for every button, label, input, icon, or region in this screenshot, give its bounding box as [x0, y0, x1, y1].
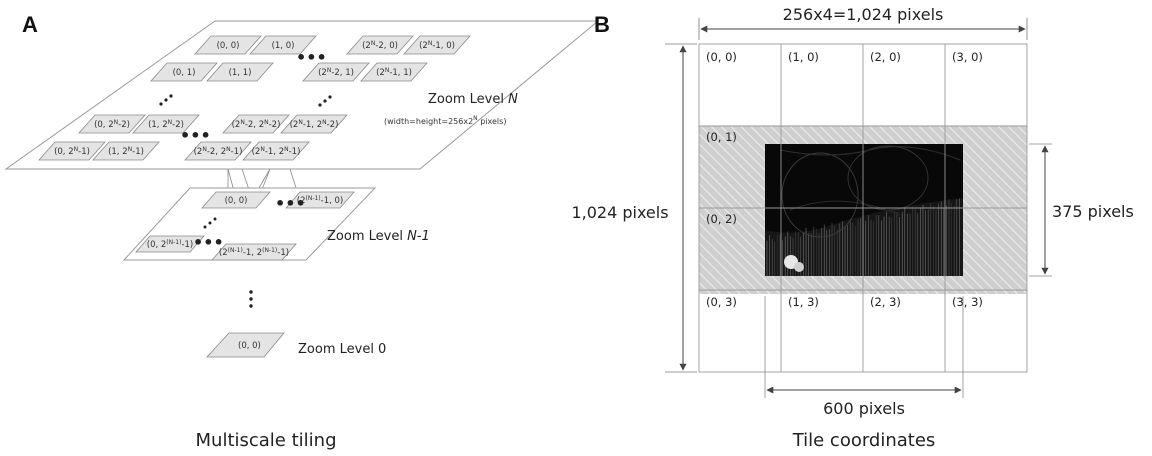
level-n-tile	[92, 141, 160, 161]
image-width-dimension: 600 pixels	[764, 296, 964, 418]
level-n-sublabel: (width=height=256x2N pixels)	[384, 115, 506, 126]
ellipsis-n1-bottom: •••	[193, 233, 224, 252]
level-n-tile	[194, 35, 262, 55]
level-n-tile	[150, 62, 218, 82]
level-n-1-tile-label: (2(N-1)-1, 0)	[297, 195, 344, 206]
level-n-tile	[249, 35, 317, 55]
level-n-1-tile	[135, 235, 205, 253]
panel-a-caption: Multiscale tiling	[196, 430, 337, 451]
coord-label: (1, 3)	[788, 295, 819, 309]
level-n-tile-label: (1, 1)	[229, 68, 252, 78]
zoom-level-0: (0, 0) Zoom Level 0	[206, 332, 386, 358]
level-n-tile-label: (2N-2, 2N-1)	[194, 146, 243, 157]
level-n-tile	[360, 62, 428, 82]
level-n-tile	[184, 141, 252, 161]
level-0-tile	[206, 332, 285, 358]
level-n-tile-label: (0, 2N-1)	[54, 146, 90, 157]
level-n-1-tile-label: (2(N-1)-1, 2(N-1)-1)	[219, 247, 289, 258]
level-n-tile	[346, 35, 414, 55]
level-n-tile-label: (1, 0)	[272, 41, 295, 51]
coord-label: (3, 3)	[952, 295, 983, 309]
coord-label: (0, 1)	[706, 130, 737, 144]
width-dimension: 256x4=1,024 pixels	[698, 5, 1028, 40]
tile-grid	[698, 43, 1028, 373]
coord-label: (1, 0)	[788, 50, 819, 64]
level-n-tile-label: (2N-1, 2N-2)	[290, 119, 339, 130]
tile-coordinates: (0, 0) (1, 0) (2, 0) (3, 0) (0, 1) (0, 2…	[706, 50, 983, 309]
microscopy-image	[765, 144, 963, 276]
coord-label: (0, 2)	[706, 212, 737, 226]
level-n-tile-label: (2N-2, 0)	[362, 40, 398, 51]
coord-label: (2, 0)	[870, 50, 901, 64]
level-n-1-label: Zoom Level N-1	[327, 229, 430, 244]
level-n-tile	[206, 62, 274, 82]
level-n-tile	[242, 141, 310, 161]
ellipsis-vertical	[249, 290, 253, 308]
level-n-tile-label: (2N-2, 2N-2)	[232, 119, 281, 130]
panel-a-letter: A	[22, 12, 38, 37]
level-n-tile	[78, 114, 146, 134]
level-n-tile	[280, 114, 348, 134]
level-n-tile-label: (1, 2N-2)	[148, 119, 184, 130]
level-n-tile	[38, 141, 106, 161]
level-n-1-tiles: (0, 0) (2(N-1)-1, 0) (0, 2(N-1)-1) (2(N-1)-…	[135, 191, 355, 261]
level-n-tile-label: (1, 2N-1)	[108, 146, 144, 157]
level-n-tile	[403, 35, 471, 55]
ellipsis-diag-left	[159, 94, 173, 106]
panel-b-caption: Tile coordinates	[792, 430, 936, 451]
level-n-1-tile	[285, 191, 355, 209]
level-n-1-tile	[201, 191, 271, 209]
level-0-tile-label: (0, 0)	[238, 341, 261, 351]
zoom-level-n-1: (0, 0) (2(N-1)-1, 0) (0, 2(N-1)-1) (2(N-1)-…	[122, 187, 430, 261]
level-n-tile	[302, 62, 370, 82]
image-height-dimension: 375 pixels	[1029, 143, 1134, 277]
level-0-label: Zoom Level 0	[298, 342, 386, 357]
level-n-tile-label: (2N-1, 2N-1)	[252, 146, 301, 157]
level-n-tile	[222, 114, 290, 134]
level-n-1-tile-label: (0, 0)	[225, 196, 248, 206]
level-n-1-tile	[211, 243, 297, 261]
coord-label: (0, 0)	[706, 50, 737, 64]
zoom-level-n: (0, 0) (1, 0) (2N-2, 0) (2N-1, 0) (0, 1) (1, …	[4, 20, 600, 170]
coord-label: (3, 0)	[952, 50, 983, 64]
coord-label: (2, 3)	[870, 295, 901, 309]
ellipsis-n1-top: •••	[275, 194, 306, 213]
coord-label: (0, 3)	[706, 295, 737, 309]
height-label: 1,024 pixels	[571, 203, 668, 222]
level-n-tile	[132, 114, 200, 134]
level-n-tile-label: (2N-1, 1)	[376, 67, 412, 78]
image-width-label: 600 pixels	[823, 399, 905, 418]
ellipsis-row: •••	[296, 48, 327, 67]
panel-b-letter: B	[594, 12, 610, 37]
level-n-tile-label: (0, 1)	[173, 68, 196, 78]
ellipsis-diag-right	[318, 95, 332, 107]
height-dimension: 1,024 pixels	[571, 43, 697, 373]
level-n-tile-label: (0, 2N-2)	[94, 119, 130, 130]
level-n-tiles: (0, 0) (1, 0) (2N-2, 0) (2N-1, 0) (0, 1) (1, …	[38, 35, 471, 161]
level-n-tile-label: (2N-1, 0)	[419, 40, 455, 51]
ellipsis-n1-diag	[203, 217, 217, 229]
level-n-tile-label: (2N-2, 1)	[318, 67, 354, 78]
level-n-tile-label: (0, 0)	[217, 41, 240, 51]
level-n-1-tile-label: (0, 2(N-1)-1)	[147, 239, 194, 250]
width-label: 256x4=1,024 pixels	[783, 5, 944, 24]
ellipsis-bottom: •••	[180, 126, 211, 145]
image-height-label: 375 pixels	[1052, 202, 1134, 221]
level-n-label: Zoom Level N	[428, 92, 518, 107]
